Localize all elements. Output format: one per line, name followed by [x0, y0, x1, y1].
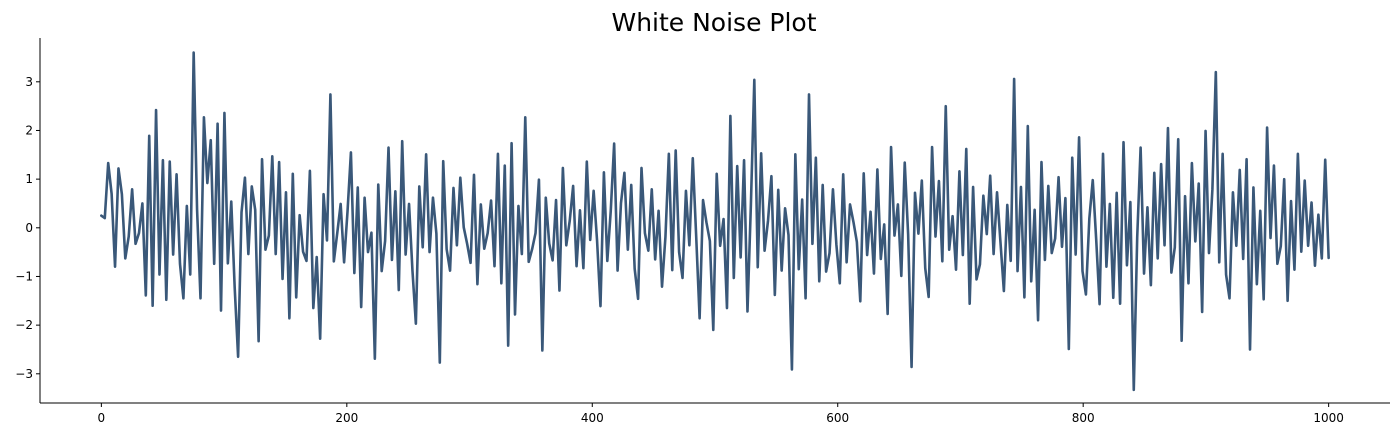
series-line: [100, 51, 1330, 392]
y-tick-label: 3: [25, 75, 33, 89]
y-tick-label: 2: [25, 123, 33, 137]
chart-title: White Noise Plot: [611, 8, 816, 37]
y-tick-label: 0: [25, 221, 33, 235]
plot-area: [100, 51, 1330, 392]
x-tick-label: 1000: [1313, 411, 1344, 425]
x-tick-label: 600: [826, 411, 849, 425]
y-axis-ticks: 3 2 1 0 −1 −2 −3: [15, 75, 40, 381]
x-tick-label: 400: [581, 411, 604, 425]
x-tick-label: 0: [98, 411, 106, 425]
x-tick-label: 200: [335, 411, 358, 425]
y-tick-label: 1: [25, 172, 33, 186]
y-tick-label: −1: [15, 269, 33, 283]
x-axis-ticks: 0 200 400 600 800 1000: [98, 403, 1344, 425]
y-tick-label: −3: [15, 367, 33, 381]
x-tick-label: 800: [1072, 411, 1095, 425]
y-tick-label: −2: [15, 318, 33, 332]
